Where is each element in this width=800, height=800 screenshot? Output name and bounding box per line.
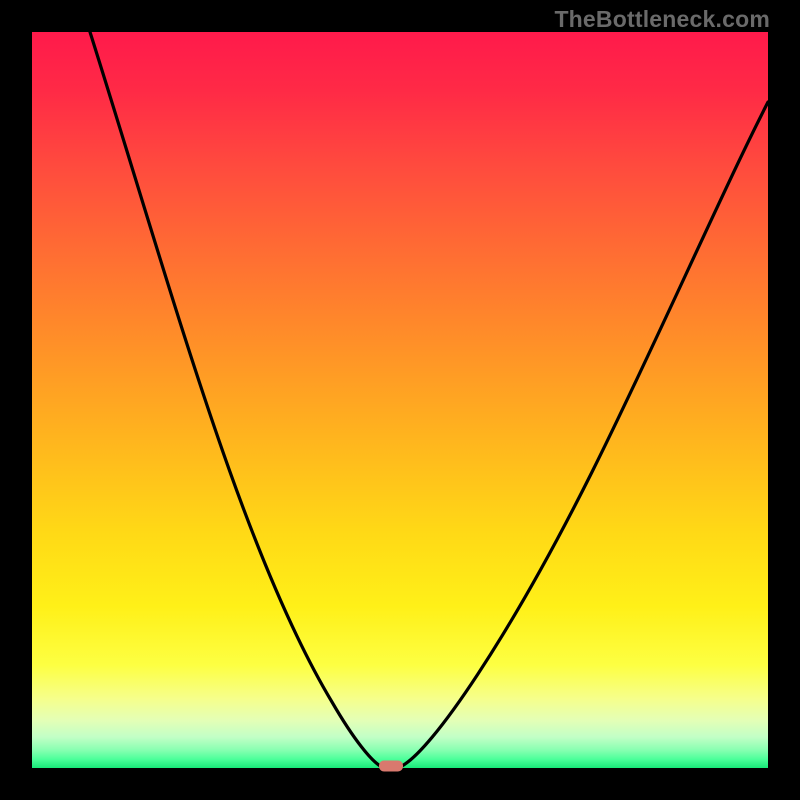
bottleneck-curve — [32, 32, 768, 768]
curve-right-branch — [400, 102, 768, 767]
chart-container: TheBottleneck.com — [0, 0, 800, 800]
watermark-text: TheBottleneck.com — [554, 6, 770, 33]
curve-left-branch — [90, 32, 382, 767]
optimum-marker — [379, 760, 403, 771]
plot-area — [32, 32, 768, 768]
